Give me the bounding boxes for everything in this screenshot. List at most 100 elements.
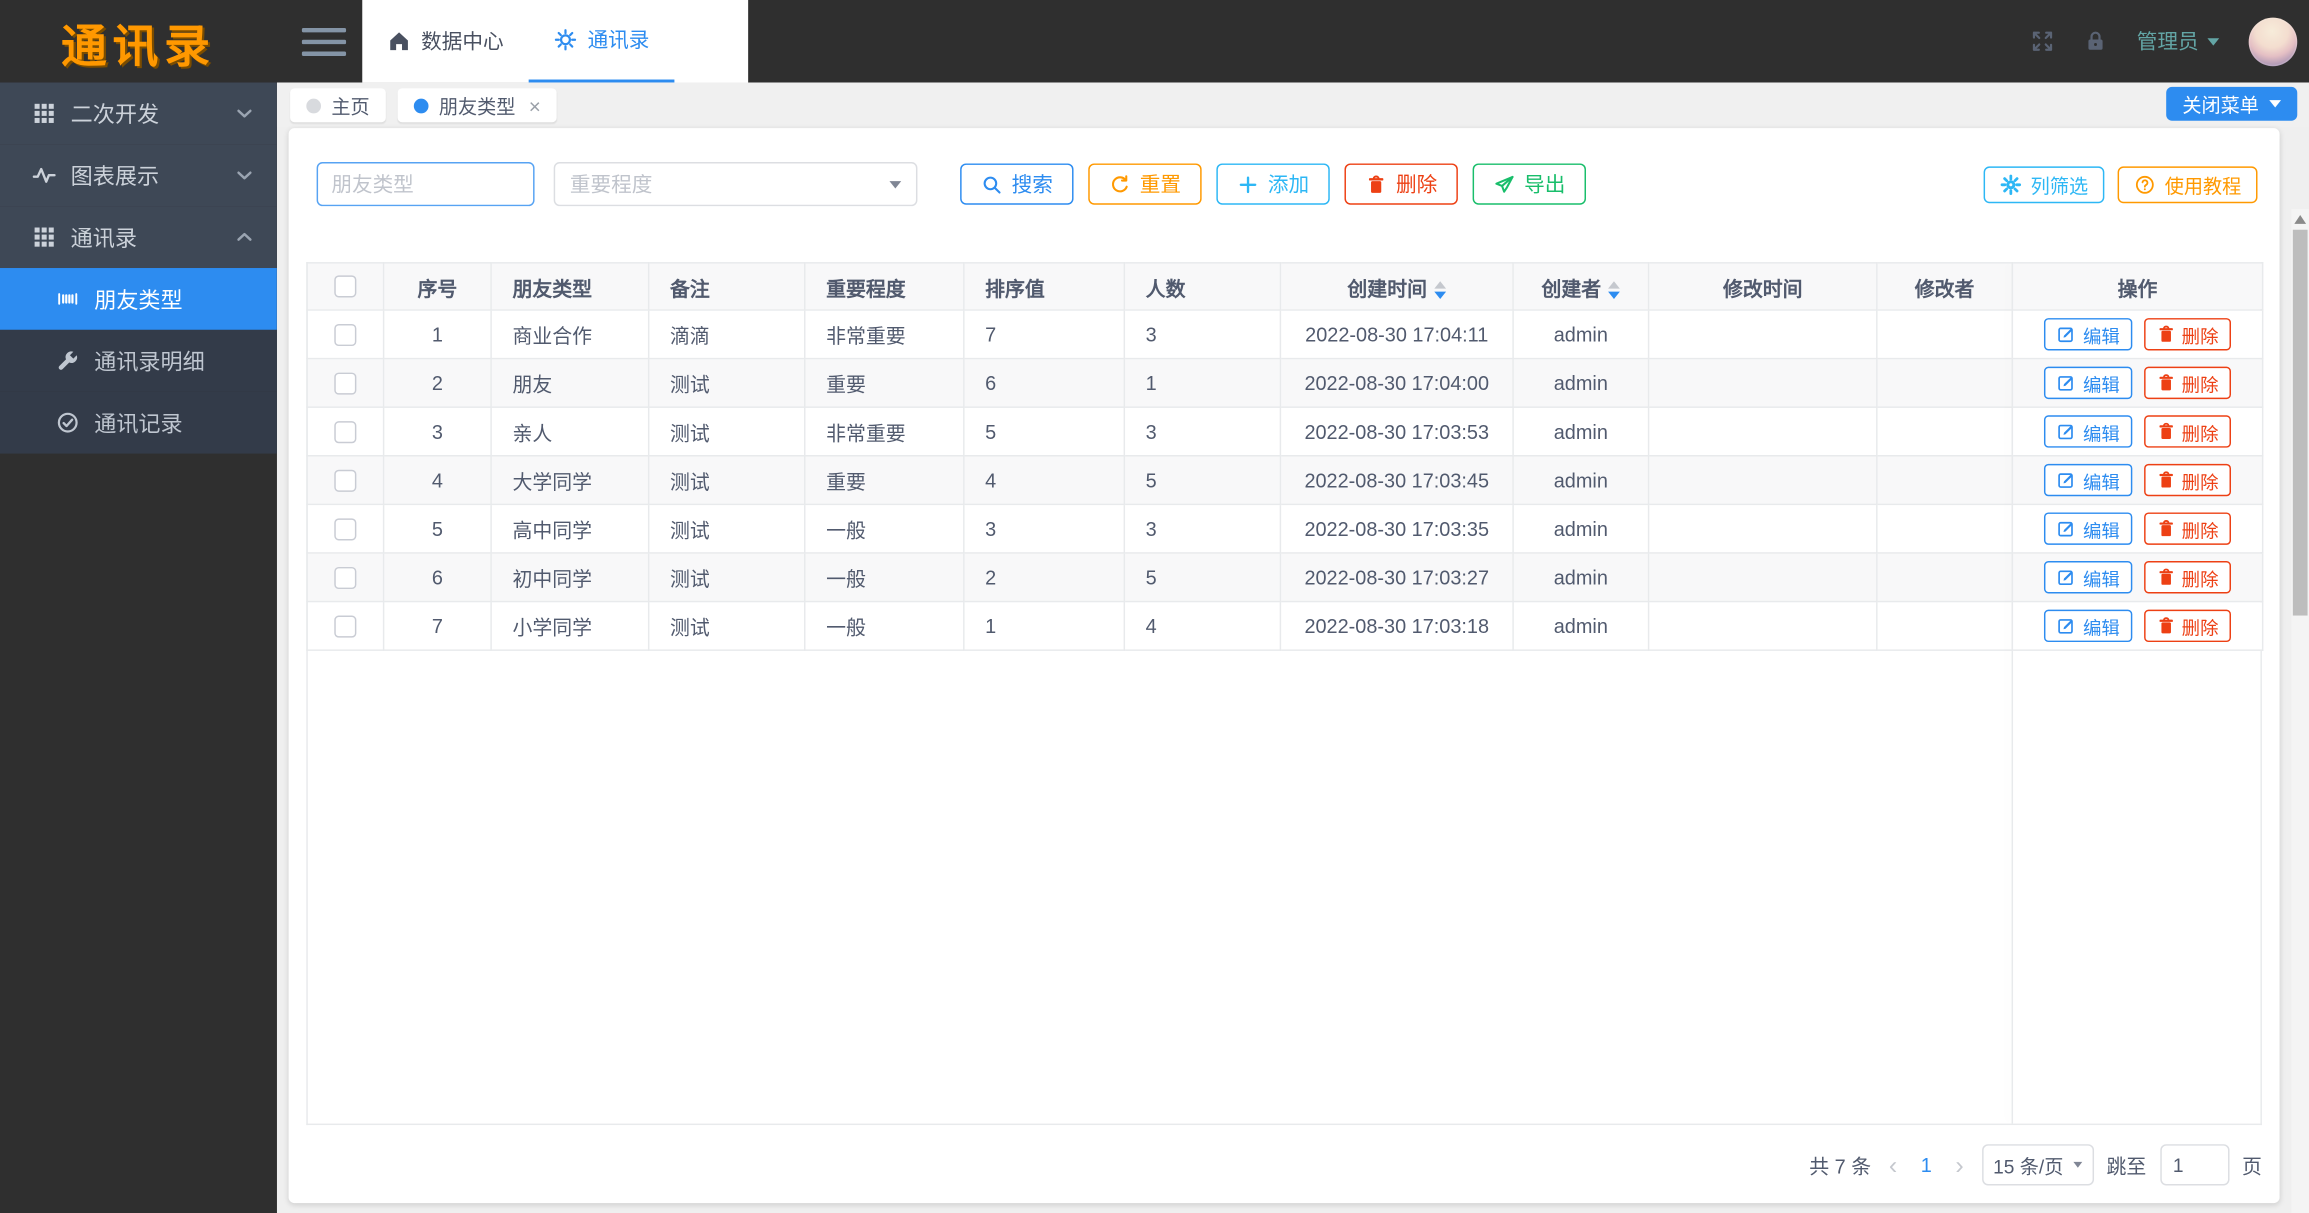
row-checkbox[interactable] xyxy=(334,615,357,638)
sidebar-item-contact-detail[interactable]: 通讯录明细 xyxy=(0,329,277,392)
tab-home[interactable]: 主页 xyxy=(290,88,386,123)
cell-sort: 6 xyxy=(963,357,1126,408)
select-all-checkbox[interactable] xyxy=(334,276,357,299)
cell-index: 2 xyxy=(382,357,492,408)
reset-button[interactable]: 重置 xyxy=(1088,163,1202,205)
sort-carets-icon[interactable] xyxy=(1608,281,1621,299)
delete-row-button[interactable]: 删除 xyxy=(2143,366,2231,400)
row-checkbox[interactable] xyxy=(334,518,357,541)
next-page-button[interactable]: › xyxy=(1955,1150,1964,1179)
fullscreen-icon[interactable] xyxy=(2031,29,2055,53)
edit-row-button[interactable]: 编辑 xyxy=(2044,512,2132,545)
column-header-importance: 重要程度 xyxy=(804,262,965,311)
row-checkbox[interactable] xyxy=(334,323,357,347)
select-all-checkbox-cell[interactable] xyxy=(306,262,385,311)
sidebar-submenu: 朋友类型 通讯录明细 通讯记录 xyxy=(0,268,277,454)
column-filter-button[interactable]: 列筛选 xyxy=(1983,165,2105,203)
cell-creator: admin xyxy=(1512,552,1650,603)
cell-type: 商业合作 xyxy=(490,309,650,360)
edit-row-button[interactable]: 编辑 xyxy=(2044,366,2132,400)
edit-row-button[interactable]: 编辑 xyxy=(2044,318,2132,351)
cell-modified xyxy=(1647,455,1878,506)
cell-type: 朋友 xyxy=(490,357,650,408)
cell-importance: 一般 xyxy=(804,600,965,651)
sidebar-item-friend-type[interactable]: 朋友类型 xyxy=(0,268,277,330)
edit-icon xyxy=(2056,616,2077,637)
row-actions-cell: 编辑 删除 xyxy=(2011,503,2264,554)
cell-creator: admin xyxy=(1512,357,1650,408)
delete-row-button[interactable]: 删除 xyxy=(2143,561,2231,594)
column-label: 修改者 xyxy=(1914,277,1975,300)
search-button[interactable]: 搜索 xyxy=(960,163,1074,205)
tutorial-button[interactable]: 使用教程 xyxy=(2117,165,2258,203)
edit-row-button[interactable]: 编辑 xyxy=(2044,463,2132,497)
sidebar-item-contacts[interactable]: 通讯录 xyxy=(0,206,277,269)
avatar[interactable] xyxy=(2248,16,2298,66)
close-icon[interactable]: × xyxy=(528,93,541,118)
cell-modifier xyxy=(1876,552,2014,603)
trash-icon xyxy=(2155,518,2176,539)
cell-importance: 非常重要 xyxy=(804,406,965,457)
cell-modified xyxy=(1647,600,1878,651)
export-button[interactable]: 导出 xyxy=(1472,163,1586,205)
delete-row-button[interactable]: 删除 xyxy=(2143,609,2231,643)
vertical-scrollbar[interactable] xyxy=(2291,209,2309,1213)
column-header-created[interactable]: 创建时间 xyxy=(1279,262,1514,311)
edit-row-button[interactable]: 编辑 xyxy=(2044,609,2132,643)
sidebar-item-charts[interactable]: 图表展示 xyxy=(0,144,277,207)
prev-page-button[interactable]: ‹ xyxy=(1888,1150,1898,1179)
importance-select[interactable]: 重要程度 xyxy=(553,161,918,207)
nav-tab-contacts[interactable]: 通讯录 xyxy=(528,0,675,83)
nav-tab-label: 数据中心 xyxy=(421,29,504,54)
delete-row-button[interactable]: 删除 xyxy=(2143,512,2231,545)
nav-filler xyxy=(674,0,749,83)
edit-icon xyxy=(2056,567,2077,588)
add-button[interactable]: 添加 xyxy=(1216,163,1330,205)
cell-created: 2022-08-30 17:04:00 xyxy=(1279,357,1514,408)
button-label: 删除 xyxy=(2181,471,2219,493)
edit-row-button[interactable]: 编辑 xyxy=(2044,561,2132,594)
cell-index: 6 xyxy=(382,552,492,603)
row-checkbox[interactable] xyxy=(334,372,357,395)
cell-count: 1 xyxy=(1123,357,1282,408)
cell-modified xyxy=(1647,552,1878,603)
page-size-select[interactable]: 15 条/页 xyxy=(1981,1144,2094,1186)
sidebar-item-secondary-dev[interactable]: 二次开发 xyxy=(0,82,277,145)
cell-creator: admin xyxy=(1512,406,1650,457)
button-label: 编辑 xyxy=(2082,617,2120,639)
delete-row-button[interactable]: 删除 xyxy=(2143,415,2231,448)
jump-page-input[interactable] xyxy=(2159,1144,2229,1186)
nav-tab-data-center[interactable]: 数据中心 xyxy=(362,0,528,82)
friend-type-input[interactable] xyxy=(316,161,535,207)
delete-button[interactable]: 删除 xyxy=(1344,163,1458,205)
sort-carets-icon[interactable] xyxy=(1434,281,1447,299)
row-checkbox[interactable] xyxy=(334,566,357,589)
user-name: 管理员 xyxy=(2136,29,2199,54)
refresh-icon xyxy=(1109,173,1131,195)
current-page-number[interactable]: 1 xyxy=(1920,1153,1932,1176)
scroll-up-icon[interactable] xyxy=(2294,214,2307,224)
menu-toggle-icon[interactable] xyxy=(301,20,347,63)
close-menu-button[interactable]: 关闭菜单 xyxy=(2166,86,2298,121)
edit-row-button[interactable]: 编辑 xyxy=(2044,415,2132,448)
delete-row-button[interactable]: 删除 xyxy=(2143,463,2231,497)
lock-icon[interactable] xyxy=(2084,29,2108,53)
scrollbar-thumb[interactable] xyxy=(2292,229,2308,616)
cell-remark: 测试 xyxy=(647,357,806,408)
row-checkbox[interactable] xyxy=(334,469,357,492)
chevron-down-icon xyxy=(233,163,257,187)
delete-row-button[interactable]: 删除 xyxy=(2143,318,2231,351)
row-checkbox[interactable] xyxy=(334,421,357,444)
row-actions-cell: 编辑 删除 xyxy=(2011,600,2264,651)
trash-icon xyxy=(2155,470,2176,491)
user-menu[interactable]: 管理员 xyxy=(2136,27,2220,56)
tab-friend-type[interactable]: 朋友类型 × xyxy=(397,88,557,123)
button-label: 编辑 xyxy=(2082,374,2120,396)
cell-remark: 测试 xyxy=(647,455,806,506)
button-label: 列筛选 xyxy=(2030,174,2089,197)
sidebar-item-contact-record[interactable]: 通讯记录 xyxy=(0,391,277,454)
send-icon xyxy=(1493,173,1515,195)
cell-importance: 重要 xyxy=(804,357,965,408)
column-header-creator[interactable]: 创建者 xyxy=(1512,262,1650,311)
